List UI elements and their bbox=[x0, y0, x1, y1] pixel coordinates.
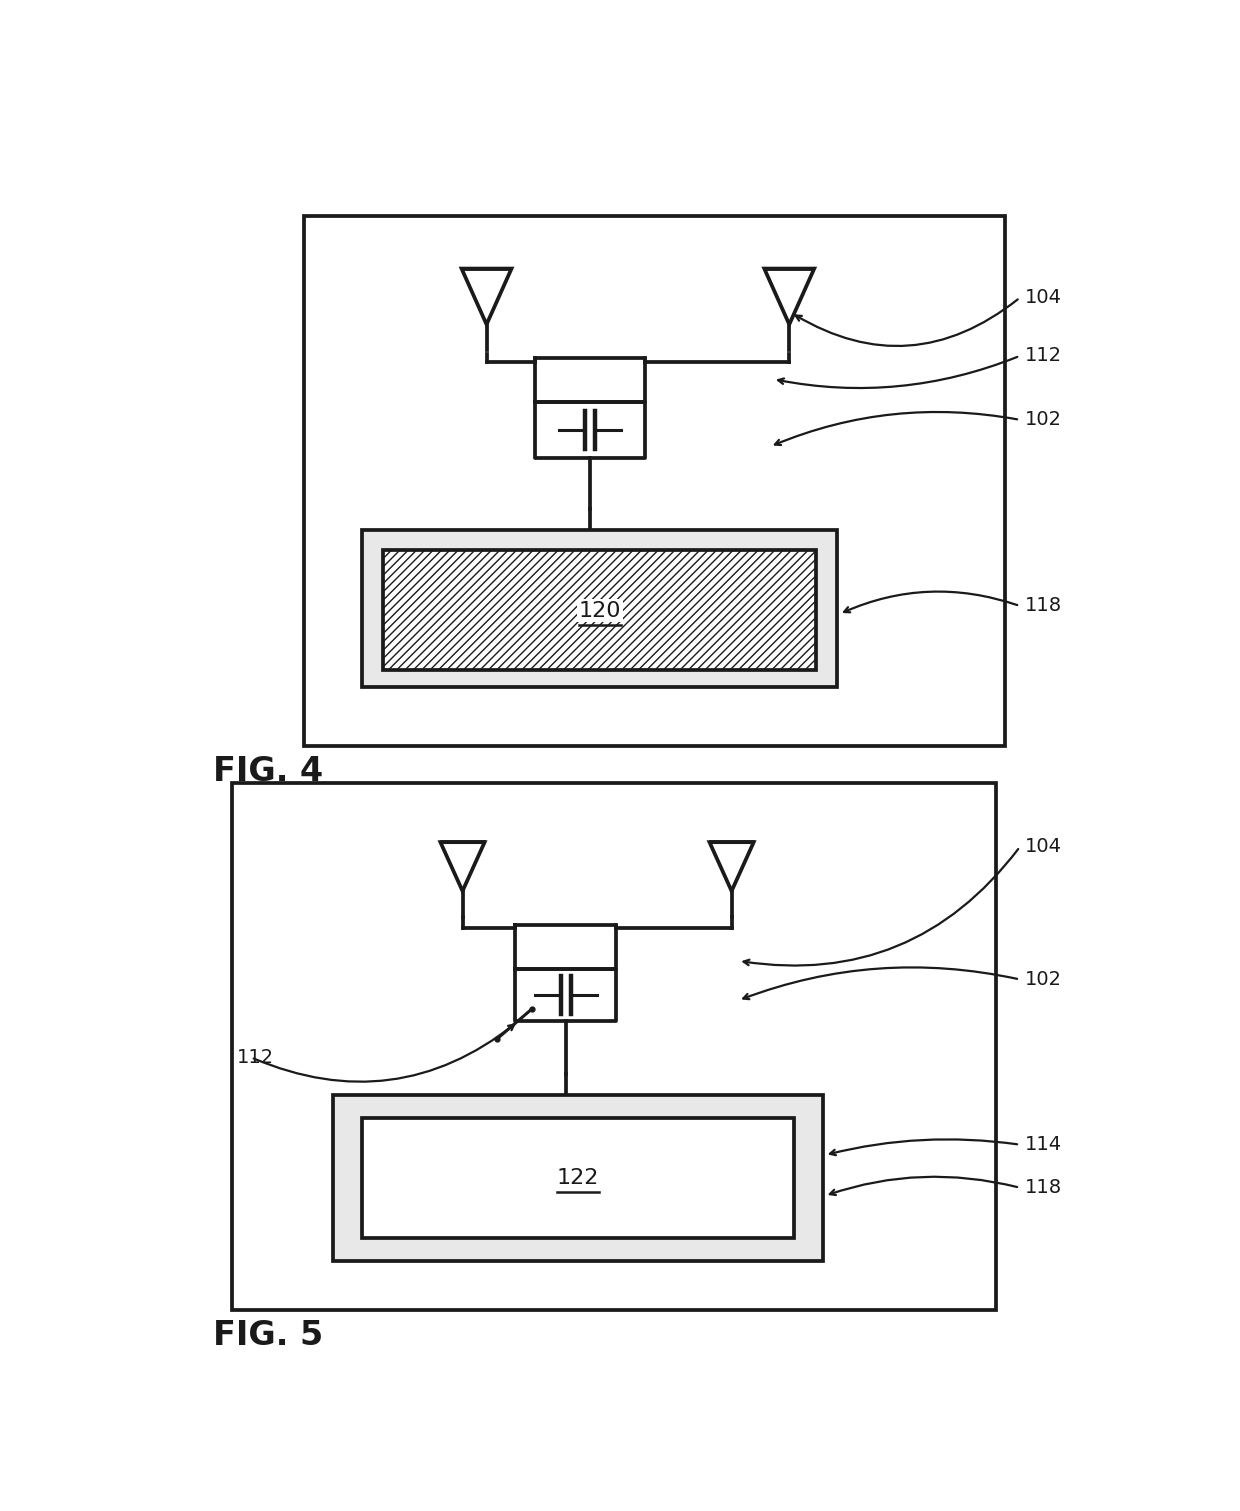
Text: 118: 118 bbox=[1024, 1179, 1061, 1197]
Text: 120: 120 bbox=[579, 601, 621, 621]
Bar bbox=[232, 783, 996, 1310]
Text: 112: 112 bbox=[237, 1049, 274, 1067]
Bar bbox=[362, 530, 837, 688]
Text: FIG. 5: FIG. 5 bbox=[213, 1319, 322, 1352]
Text: 112: 112 bbox=[1024, 346, 1061, 366]
Bar bbox=[332, 1094, 823, 1262]
Bar bbox=[383, 550, 816, 669]
Text: 104: 104 bbox=[1024, 837, 1061, 857]
Text: FIG. 4: FIG. 4 bbox=[213, 756, 322, 787]
Text: 102: 102 bbox=[1024, 970, 1061, 990]
Text: 118: 118 bbox=[1024, 597, 1061, 615]
Text: 102: 102 bbox=[1024, 411, 1061, 429]
Text: 122: 122 bbox=[557, 1168, 599, 1189]
Text: 114: 114 bbox=[1024, 1135, 1061, 1154]
Bar bbox=[362, 1118, 794, 1238]
Text: 104: 104 bbox=[1024, 289, 1061, 307]
Bar bbox=[304, 216, 1006, 745]
